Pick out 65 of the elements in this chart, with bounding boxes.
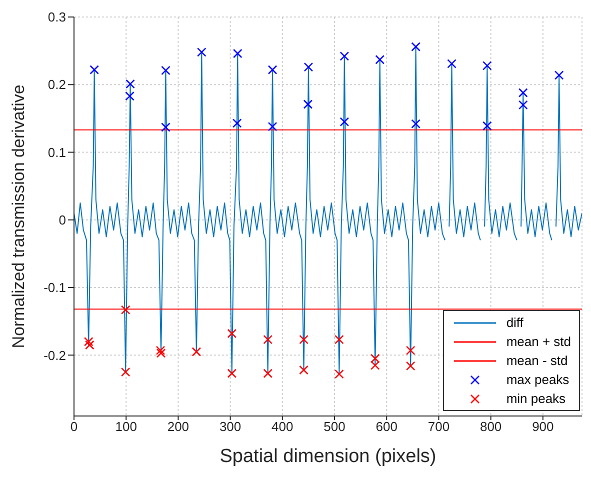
point [406,361,416,371]
x-tick-label: 300 [219,419,242,434]
x-tick-label: 0 [70,419,78,434]
point [263,368,272,378]
point [370,360,380,370]
x-tick-label: 800 [480,419,502,434]
point [447,59,456,68]
x-tick-label: 200 [167,419,190,434]
point [482,121,492,131]
y-tick-label: -0.2 [44,348,66,363]
point [263,334,272,344]
point [84,340,94,350]
point [268,122,278,132]
point [518,100,528,110]
x-tick-label: 400 [272,419,294,434]
point [303,100,313,109]
point [411,119,420,128]
point [406,346,416,356]
point [232,118,242,128]
point [161,122,170,132]
point [554,70,564,80]
legend-label: min peaks [506,391,566,406]
point [411,42,420,52]
legend-label: mean - std [506,353,568,368]
point [334,369,344,379]
point [161,66,170,76]
point [84,336,94,346]
point [299,365,308,375]
point [156,348,166,358]
point [340,117,350,126]
x-tick-label: 600 [376,419,398,434]
legend-label: mean + std [506,334,571,349]
point [304,62,314,72]
x-tick-label: 500 [324,419,346,434]
point [334,334,344,344]
x-tick-label: 900 [532,419,554,434]
point [192,347,202,356]
x-tick-label: 100 [115,419,137,434]
point [120,367,130,377]
y-tick-label: 0.3 [48,10,66,25]
y-tick-label: 0.1 [48,144,66,160]
point [125,91,134,101]
point [268,65,278,74]
x-tick-label: 700 [428,419,450,434]
point [197,48,206,57]
point [227,368,237,378]
point [232,48,242,58]
y-tick-label: 0.2 [48,77,66,92]
point [156,346,166,356]
point [227,328,237,338]
point [375,54,384,64]
y-axis-title: Normalized transmission derivative [9,84,28,348]
y-tick-label: 0 [58,212,66,228]
legend-label: diff [506,315,524,330]
legend-label: max peaks [506,372,570,387]
point [482,61,492,70]
point [518,88,528,98]
point [126,79,135,89]
y-tick-label: -0.1 [44,280,66,296]
point [340,52,350,61]
point [120,305,130,314]
point [370,354,380,364]
point [299,334,308,344]
x-axis-title: Spatial dimension (pixels) [220,446,436,467]
point [90,65,99,74]
